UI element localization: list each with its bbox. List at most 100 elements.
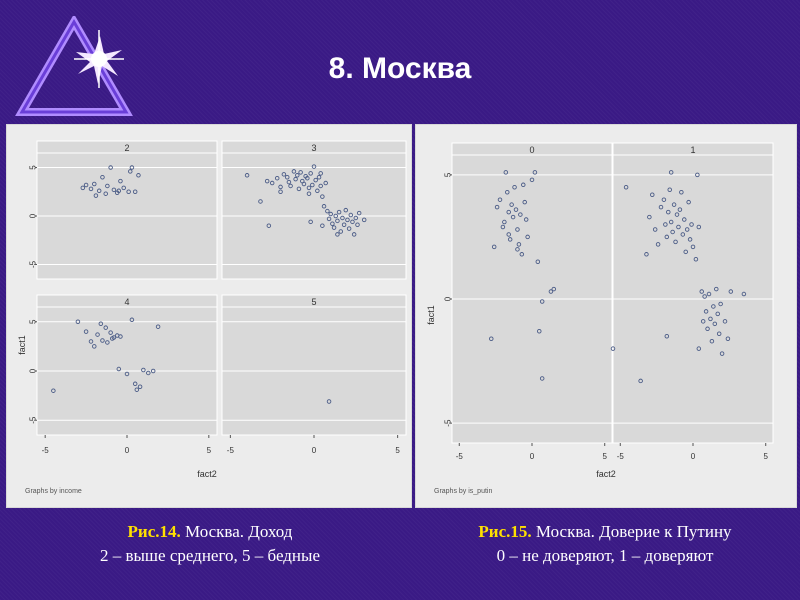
data-point	[111, 187, 117, 193]
data-point	[108, 165, 113, 170]
x-tick-label: 0	[125, 446, 130, 455]
data-point	[95, 332, 100, 337]
data-point	[132, 189, 138, 195]
data-point	[661, 197, 667, 202]
data-point	[706, 291, 712, 297]
data-point	[336, 209, 342, 215]
x-tick-label: 0	[312, 446, 317, 455]
data-point	[532, 170, 538, 175]
data-point	[353, 215, 359, 221]
facet-title: 2	[124, 143, 129, 153]
data-point	[121, 185, 126, 191]
data-point	[516, 242, 522, 247]
data-point	[699, 289, 704, 294]
data-point	[683, 249, 688, 255]
y-tick-label: -5	[29, 416, 38, 424]
y-tick-label: 5	[29, 319, 38, 324]
data-point	[351, 232, 357, 237]
data-point	[92, 181, 97, 187]
data-point	[689, 222, 694, 227]
data-point	[519, 252, 525, 257]
data-point	[129, 165, 135, 170]
data-point	[668, 219, 674, 225]
y-tick-label: 0	[444, 296, 453, 301]
data-point	[658, 204, 664, 210]
by-note: Graphs by is_putin	[434, 488, 492, 495]
data-point	[296, 186, 302, 192]
data-point	[515, 247, 520, 252]
caption-text: Москва. Доверие к Путину	[531, 522, 732, 541]
data-point	[284, 174, 290, 180]
data-point	[728, 289, 734, 294]
data-point	[118, 334, 123, 339]
data-point	[306, 185, 312, 191]
data-point	[264, 178, 270, 184]
x-tick-label: -5	[617, 452, 625, 461]
by-note: Graphs by income	[25, 488, 82, 495]
data-point	[155, 324, 161, 329]
data-point	[93, 193, 99, 198]
chart-putin-svg: 0 -5 0 5 1 -5 0 5 -5 0 5 fact1 fact2 Graphs by is_put…	[426, 142, 774, 495]
data-point	[244, 173, 250, 178]
data-point	[83, 329, 89, 334]
scatter-chart-income: 2 -5 0 5 3 4 -5 0 5 5 -5 0 5 -5 0 5 fact1 fact2 Graphs by …	[6, 124, 412, 508]
data-point	[548, 289, 554, 294]
data-point	[137, 384, 143, 390]
facet-panel	[451, 142, 613, 444]
facet-title: 4	[124, 297, 129, 307]
data-point	[338, 229, 344, 234]
data-point	[509, 202, 514, 207]
data-point	[141, 367, 146, 373]
data-point	[301, 181, 307, 187]
caption-label: Рис.15.	[478, 522, 532, 541]
x-tick-label: 5	[207, 446, 212, 455]
caption-label: Рис.14.	[127, 522, 181, 541]
data-point	[521, 182, 526, 188]
data-point	[313, 177, 318, 183]
y-tick-label: -5	[29, 260, 38, 268]
caption-text: Москва. Доход	[180, 522, 293, 541]
data-point	[350, 219, 355, 225]
data-point	[306, 191, 312, 196]
data-point	[356, 210, 362, 216]
data-point	[623, 185, 629, 190]
data-point	[98, 321, 104, 326]
data-point	[551, 286, 557, 292]
data-point	[330, 221, 335, 227]
x-tick-label: -5	[42, 446, 50, 455]
data-point	[702, 294, 707, 299]
data-point	[124, 371, 130, 377]
data-point	[116, 366, 122, 372]
x-axis-label: fact2	[197, 469, 217, 479]
facet-title-strip	[221, 294, 407, 308]
data-point	[696, 346, 702, 351]
data-point	[96, 188, 102, 194]
data-point	[298, 170, 303, 175]
data-point	[666, 209, 671, 215]
data-point	[663, 222, 668, 227]
data-point	[355, 222, 360, 227]
data-point	[100, 174, 105, 180]
x-axis-label: fact2	[596, 469, 616, 479]
data-point	[335, 218, 340, 224]
data-point	[325, 208, 330, 214]
y-tick-label: 5	[444, 172, 453, 177]
data-point	[518, 212, 523, 217]
data-point	[316, 174, 322, 180]
data-point	[652, 227, 658, 232]
data-point	[537, 329, 542, 334]
data-point	[690, 244, 696, 250]
data-point	[315, 188, 320, 194]
data-point	[506, 232, 511, 237]
data-point	[266, 223, 272, 228]
data-point	[664, 333, 670, 339]
data-point	[305, 175, 310, 181]
data-point	[335, 232, 340, 237]
data-point	[293, 176, 298, 182]
data-point	[513, 207, 519, 212]
data-point	[116, 188, 122, 194]
data-point	[75, 319, 81, 325]
facet-title: 5	[311, 297, 316, 307]
x-tick-label: -5	[227, 446, 235, 455]
data-point	[703, 309, 709, 314]
